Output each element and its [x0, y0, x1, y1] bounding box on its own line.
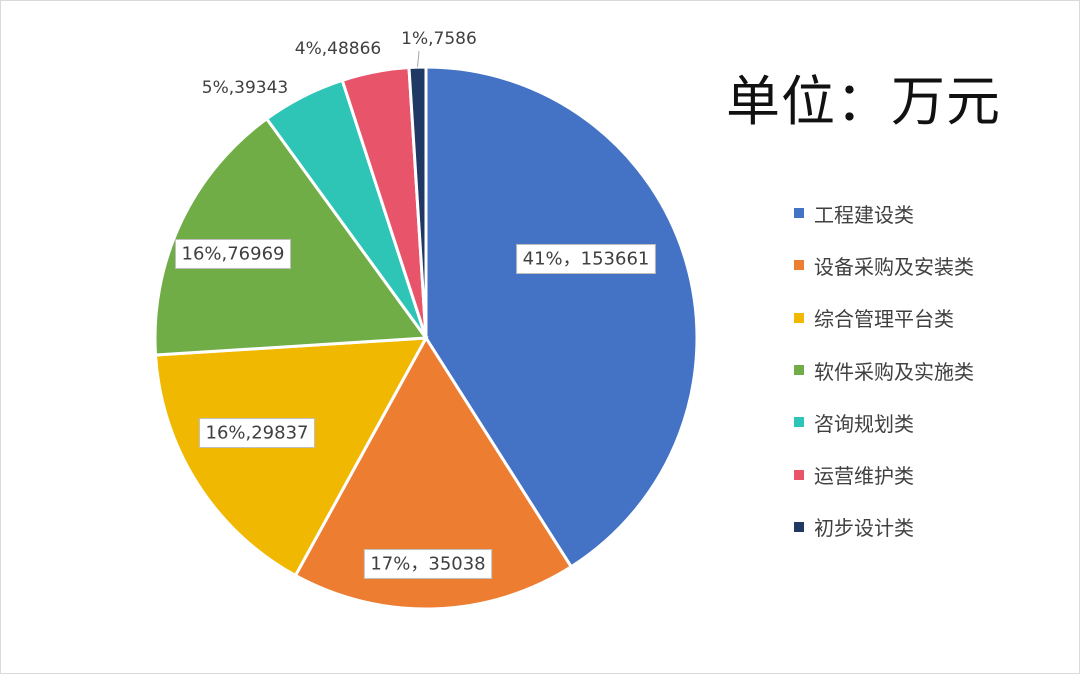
legend-label: 综合管理平台类 [814, 307, 954, 332]
svg-text:16%,29837: 16%,29837 [206, 423, 309, 444]
legend-swatch [794, 260, 804, 271]
legend-item: 工程建设类 [794, 187, 974, 239]
svg-text:41%，153661: 41%，153661 [523, 249, 650, 270]
legend-item: 综合管理平台类 [794, 292, 974, 344]
legend-item: 软件采购及实施类 [794, 344, 974, 396]
leader-line [416, 50, 420, 68]
legend-label: 运营维护类 [814, 464, 914, 489]
data-label-3: 16%,29837 [199, 418, 315, 448]
data-label-2: 17%，35038 [363, 549, 493, 579]
legend-item: 运营维护类 [794, 448, 974, 500]
svg-text:17%，35038: 17%，35038 [370, 554, 485, 575]
legend-swatch [794, 469, 804, 480]
legend-item: 设备采购及安装类 [794, 239, 974, 291]
data-label-1: 41%，153661 [516, 244, 656, 274]
data-label-7: 1%,7586 [401, 29, 477, 49]
pie-slice-2 [293, 335, 574, 611]
legend-label: 工程建设类 [814, 202, 914, 227]
legend-label: 初步设计类 [814, 516, 914, 541]
data-labels: 41%，153661 17%，35038 16%,29837 16%,76969 5%,… [175, 29, 656, 579]
data-label-5: 5%,39343 [202, 78, 288, 98]
legend-swatch [794, 365, 804, 376]
legend-item: 咨询规划类 [794, 396, 974, 448]
legend-swatch [794, 417, 804, 428]
data-label-6: 4%,48866 [295, 39, 381, 59]
legend-swatch [794, 312, 804, 323]
legend-swatch [794, 521, 804, 532]
pie-slice-1 [424, 65, 699, 569]
svg-text:1%,7586: 1%,7586 [401, 29, 477, 49]
svg-text:4%,48866: 4%,48866 [295, 39, 381, 59]
leader-lines [416, 50, 420, 68]
pie-slices [153, 65, 699, 611]
unit-label: 单位：万元 [726, 70, 1001, 133]
pie-slice-7 [407, 65, 428, 339]
legend-label: 设备采购及安装类 [814, 254, 974, 279]
legend-label: 咨询规划类 [814, 411, 914, 436]
pie-slice-3 [153, 336, 429, 578]
pie-slice-4 [153, 116, 429, 357]
legend-label: 软件采购及实施类 [814, 359, 974, 384]
legend: 工程建设类设备采购及安装类 综合管理平台类 软件采购及实施类 咨询规划类运营维护类初步… [794, 187, 974, 553]
legend-swatch [794, 208, 804, 219]
legend-item: 初步设计类 [794, 501, 974, 553]
data-label-4: 16%,76969 [175, 239, 291, 269]
svg-text:5%,39343: 5%,39343 [202, 78, 288, 98]
svg-text:16%,76969: 16%,76969 [182, 244, 285, 265]
